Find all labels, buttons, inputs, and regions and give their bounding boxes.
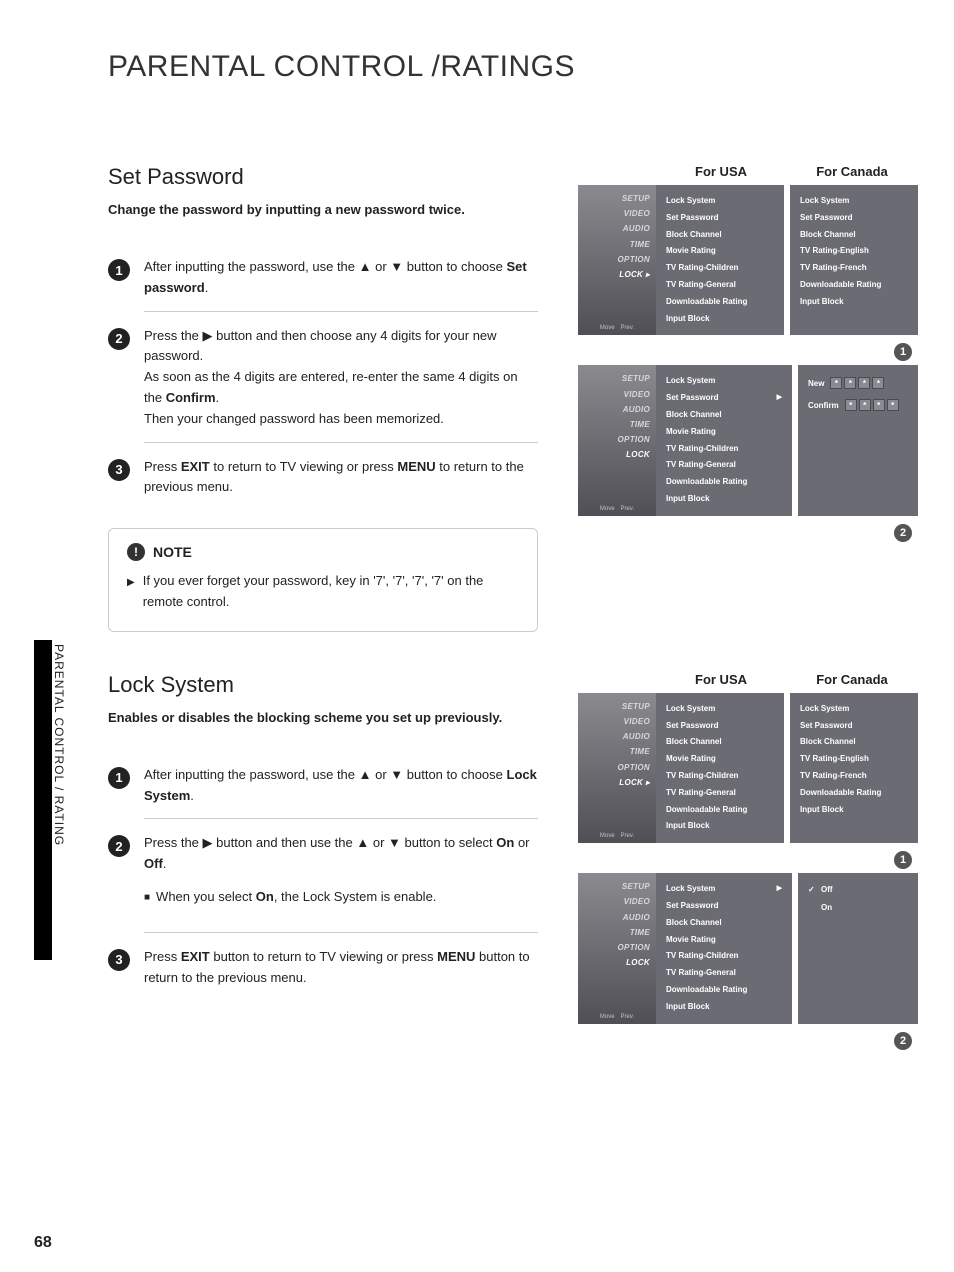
chevron-right-icon: ▶: [777, 391, 782, 406]
screenshot-badge: 1: [894, 343, 912, 361]
step-row: 1 After inputting the password, use the …: [108, 765, 538, 820]
section1-desc: Change the password by inputting a new p…: [108, 202, 538, 217]
password-panel: New **** Confirm ****: [798, 365, 918, 515]
page-number: 68: [34, 1234, 52, 1252]
alert-icon: !: [127, 543, 145, 561]
step-badge: 1: [108, 259, 130, 281]
region-canada-label: For Canada: [786, 164, 918, 179]
note-label: NOTE: [153, 544, 192, 560]
screenshot-badge: 2: [894, 524, 912, 542]
chevron-right-icon: ▶: [777, 882, 782, 897]
step-badge: 2: [108, 835, 130, 857]
section2-desc: Enables or disables the blocking scheme …: [108, 710, 538, 725]
step-badge: 3: [108, 949, 130, 971]
step-text: Press the ▶ button and then choose any 4…: [144, 326, 538, 443]
tv-menu-usa: Lock System▶ Set Password Block Channel …: [656, 873, 792, 1023]
region-usa-label: For USA: [656, 672, 786, 687]
sidebar-item: OPTION: [582, 252, 650, 267]
step-text: Press EXIT button to return to TV viewin…: [144, 947, 538, 1001]
tv-sidebar: SETUP VIDEO AUDIO TIME OPTION LOCK ▸ Mov…: [578, 693, 656, 843]
note-box: ! NOTE ▶ If you ever forget your passwor…: [108, 528, 538, 632]
tv-sidebar: SETUP VIDEO AUDIO TIME OPTION LOCK MoveP…: [578, 873, 656, 1023]
step-row: 3 Press EXIT button to return to TV view…: [108, 947, 538, 1001]
page-title: PARENTAL CONTROL /RATINGS: [108, 50, 894, 84]
section2-title: Lock System: [108, 672, 538, 698]
tv-menu-canada: Lock System Set Password Block Channel T…: [790, 185, 918, 335]
sidebar-item: SETUP: [582, 191, 650, 206]
step-badge: 2: [108, 328, 130, 350]
region-usa-label: For USA: [656, 164, 786, 179]
step-text: Press EXIT to return to TV viewing or pr…: [144, 457, 538, 511]
step-text: After inputting the password, use the ▲ …: [144, 765, 538, 820]
sidebar-item: TIME: [582, 237, 650, 252]
tv-menu-usa: Lock System Set Password Block Channel M…: [656, 693, 784, 843]
tv-sidebar: SETUP VIDEO AUDIO TIME OPTION LOCK ▸ Mov…: [578, 185, 656, 335]
footer-move: Move: [600, 325, 615, 331]
step-badge: 3: [108, 459, 130, 481]
footer-prev: Prev.: [621, 325, 635, 331]
step-row: 3 Press EXIT to return to TV viewing or …: [108, 457, 538, 511]
step-text: Press the ▶ button and then use the ▲ or…: [144, 833, 538, 932]
lock-options-panel: ✓Off On: [798, 873, 918, 1023]
tv-menu-usa: Lock System Set Password Block Channel M…: [656, 185, 784, 335]
step-row: 2 Press the ▶ button and then use the ▲ …: [108, 833, 538, 932]
step-row: 2 Press the ▶ button and then choose any…: [108, 326, 538, 443]
screenshot-badge: 2: [894, 1032, 912, 1050]
sidebar-item: AUDIO: [582, 221, 650, 236]
step-text: After inputting the password, use the ▲ …: [144, 257, 538, 312]
screenshot-badge: 1: [894, 851, 912, 869]
note-text: If you ever forget your password, key in…: [143, 571, 519, 613]
region-canada-label: For Canada: [786, 672, 918, 687]
tv-sidebar: SETUP VIDEO AUDIO TIME OPTION LOCK MoveP…: [578, 365, 656, 515]
sidebar-item: VIDEO: [582, 206, 650, 221]
sidebar-item: LOCK ▸: [582, 267, 650, 282]
check-icon: ✓: [808, 881, 816, 899]
step-badge: 1: [108, 767, 130, 789]
pw-digit: *: [830, 377, 842, 389]
step-row: 1 After inputting the password, use the …: [108, 257, 538, 312]
tv-menu-canada: Lock System Set Password Block Channel T…: [790, 693, 918, 843]
tv-menu-usa: Lock System Set Password▶ Block Channel …: [656, 365, 792, 515]
triangle-bullet-icon: ▶: [127, 575, 135, 613]
section1-title: Set Password: [108, 164, 538, 190]
square-bullet-icon: ■: [144, 890, 150, 908]
